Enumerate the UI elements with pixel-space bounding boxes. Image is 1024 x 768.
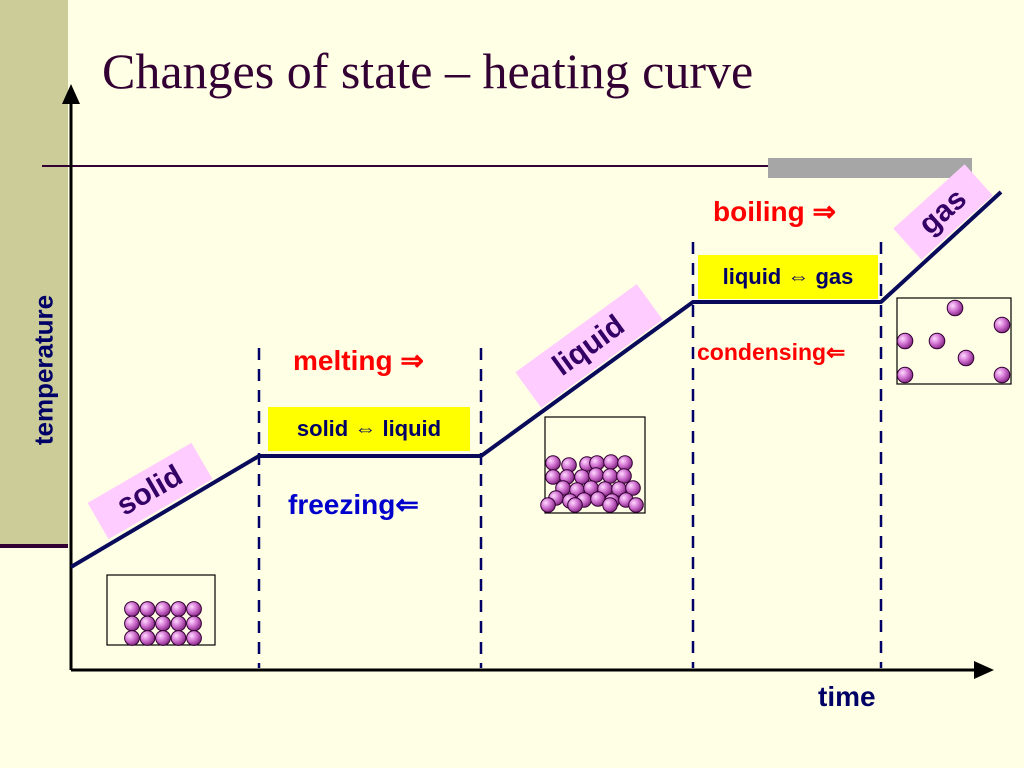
gas-particle (957, 349, 975, 367)
heating-curve-line (69, 190, 1003, 569)
solid-particles (124, 601, 202, 646)
solid-particle (155, 615, 171, 632)
solid-particle (170, 630, 187, 646)
liquid-particle (602, 497, 618, 513)
solid-liquid-equilibrium: solid ⇔ liquid (268, 407, 470, 451)
solid-particle (155, 601, 171, 617)
gas-particles (896, 299, 1011, 384)
y-axis-title: temperature (28, 294, 59, 446)
solid-particle (139, 630, 156, 646)
gas-particle (993, 366, 1011, 384)
liquid-particle (602, 468, 618, 484)
freezing-label: freezing⇐ (288, 489, 419, 520)
gas-particle (896, 366, 914, 384)
solid-particle (139, 601, 156, 617)
solid-particle (124, 601, 140, 617)
solid-particle (186, 615, 202, 632)
slide-title: Changes of state – heating curve (102, 43, 754, 99)
liquid-particle (545, 455, 561, 471)
boiling-label: boiling ⇒ (713, 196, 836, 227)
solid-particle (139, 615, 156, 632)
y-axis-arrowhead (62, 84, 80, 104)
title-rule (42, 165, 972, 167)
gas-particle (896, 332, 914, 350)
x-axis-title: time (818, 681, 876, 712)
solid-particle (124, 630, 140, 646)
liquid-particles (540, 454, 644, 513)
condensing-label: condensing⇐ (697, 339, 846, 365)
liquid-particle (625, 480, 641, 496)
liquid-particle (628, 497, 644, 513)
solid-particle (186, 630, 202, 646)
solid-particle (170, 601, 187, 617)
liquid-particle (617, 455, 633, 471)
title-accent-bar (768, 158, 972, 178)
liquid-particle (540, 497, 556, 513)
liquid-particle (588, 467, 604, 483)
solid-particle (170, 615, 187, 632)
gas-particle (993, 316, 1011, 334)
gas-particle (928, 332, 946, 350)
liquid-particle (603, 454, 619, 470)
solid-particle (155, 630, 171, 646)
x-axis-arrowhead (974, 661, 994, 679)
left-decor-band (0, 0, 68, 545)
solid-particle (186, 601, 202, 617)
melting-label: melting ⇒ (293, 345, 424, 376)
solid-particle (124, 615, 140, 632)
liquid-particle (567, 497, 583, 513)
liquid-gas-equilibrium: liquid ⇔ gas (698, 255, 878, 299)
liquid-particle (616, 468, 632, 484)
left-decor-line (0, 544, 68, 548)
gas-particle (946, 299, 964, 317)
